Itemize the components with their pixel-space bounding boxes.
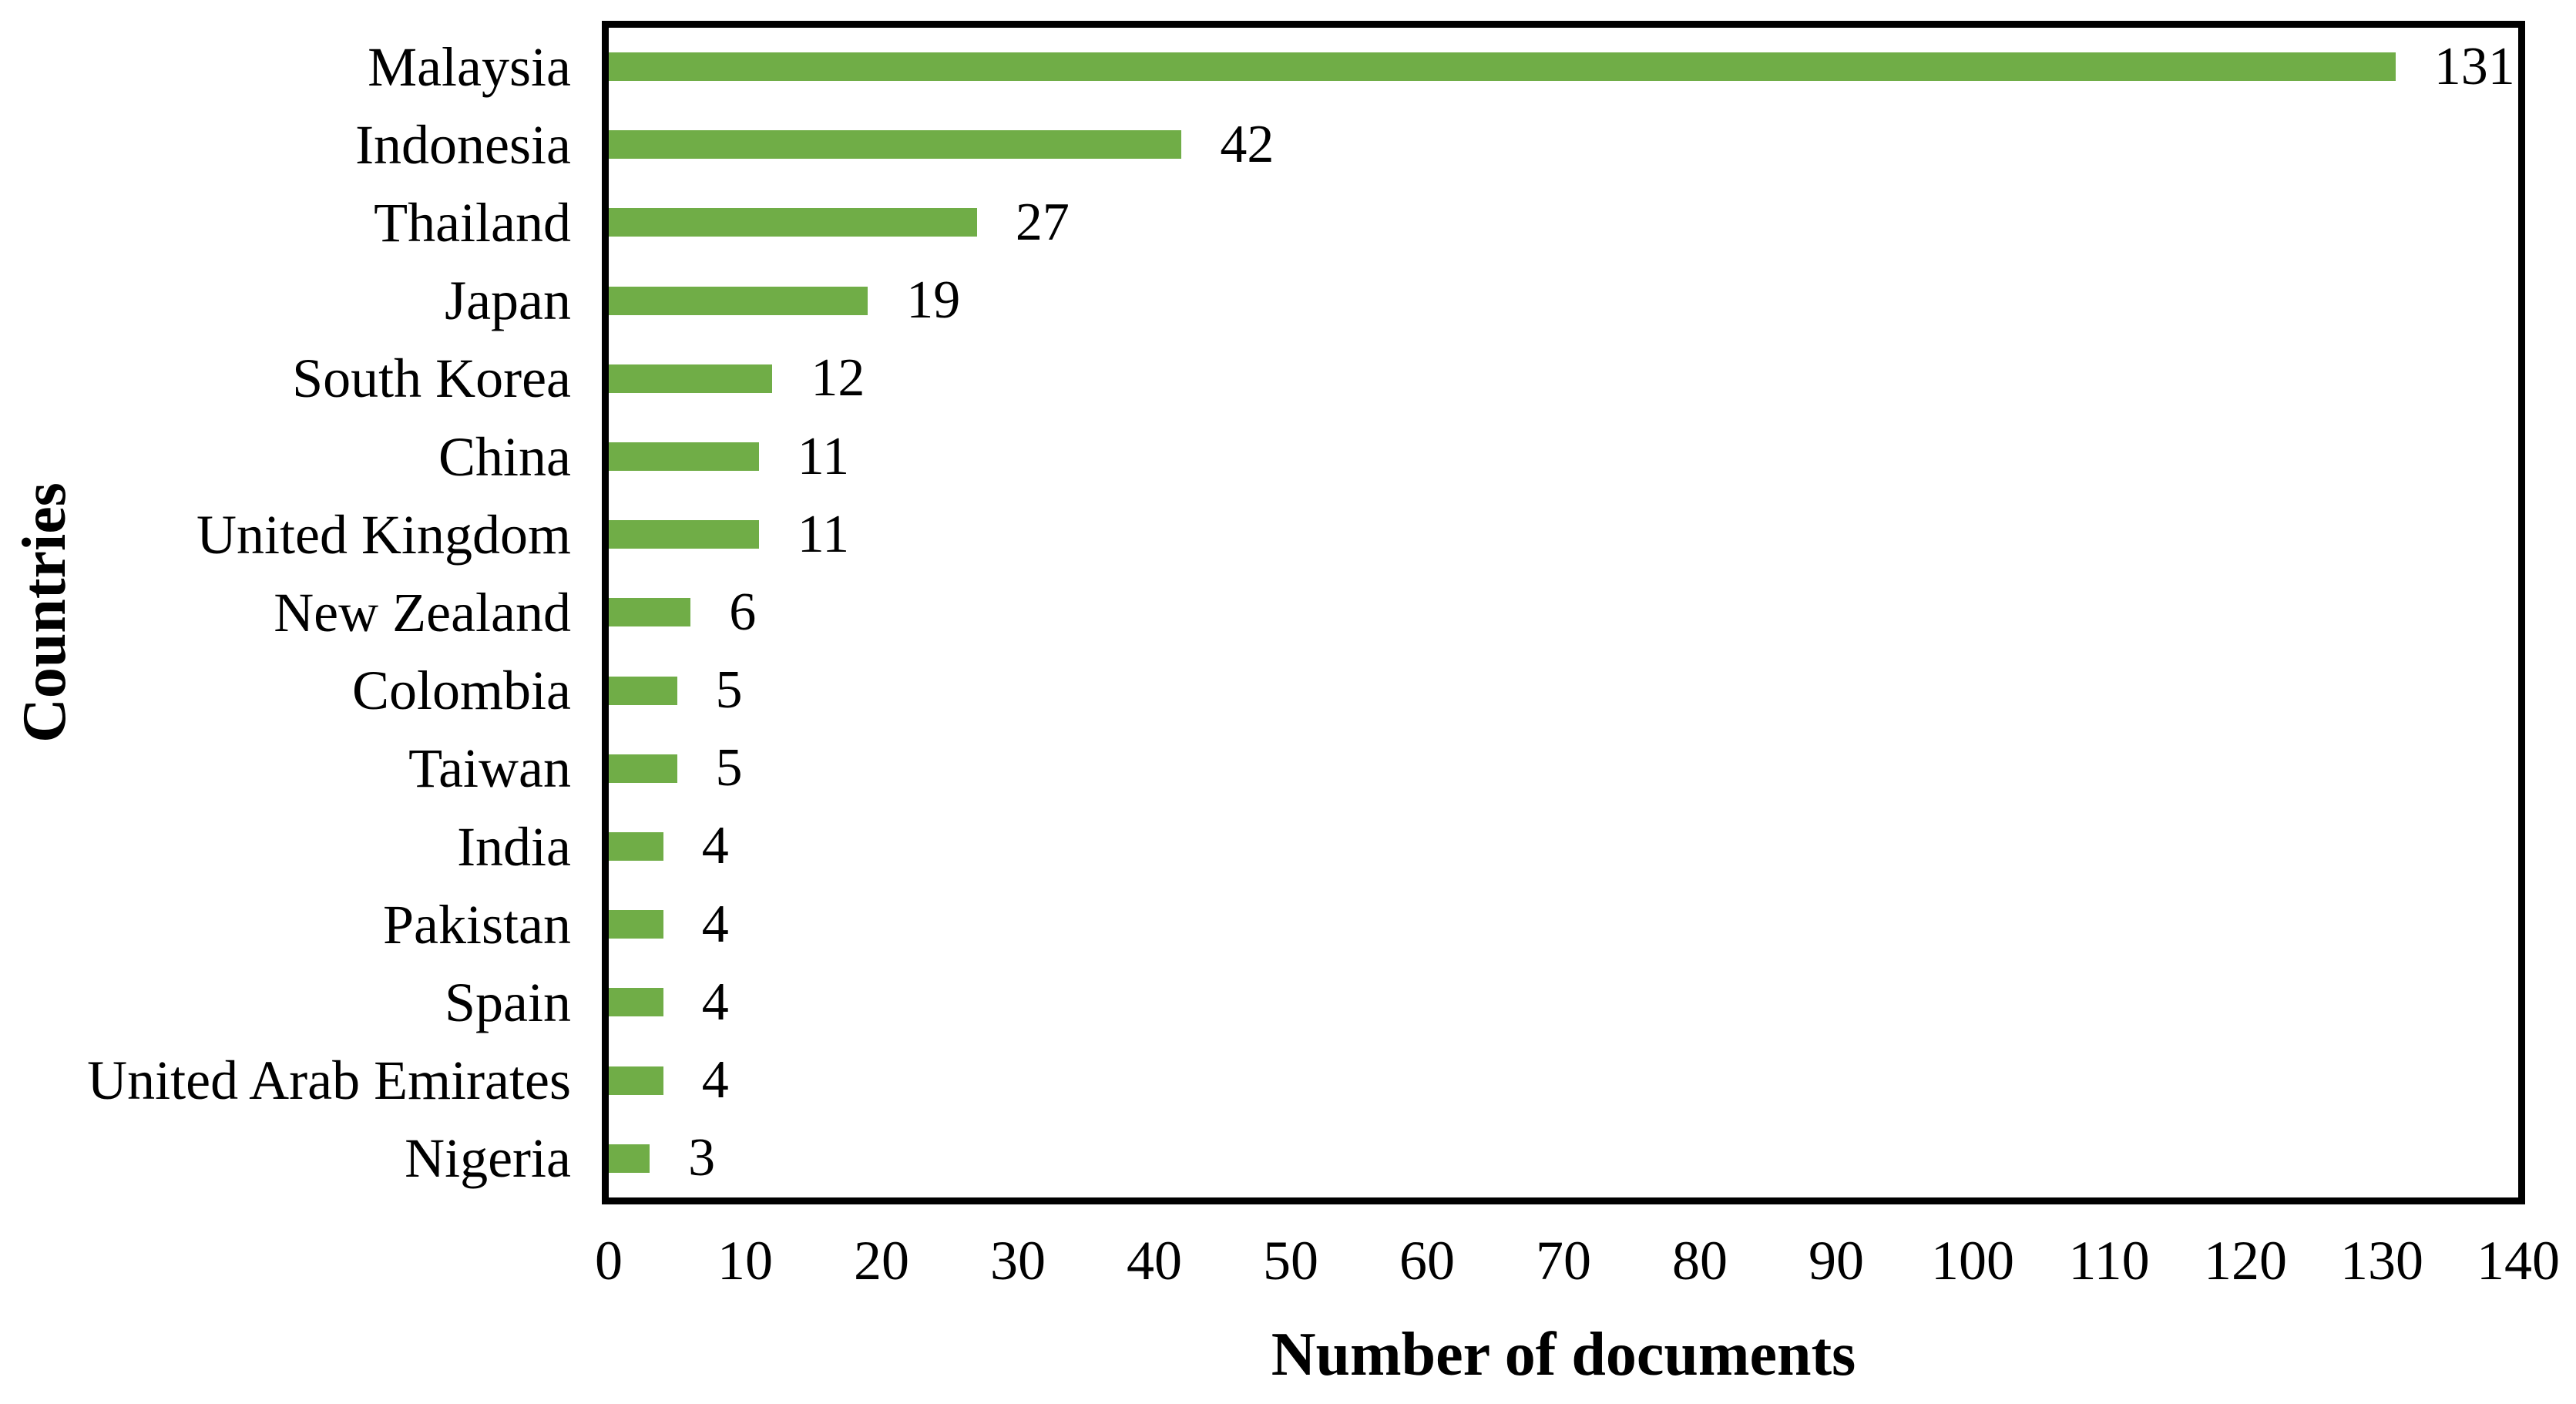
x-tick-label: 50	[1263, 1230, 1318, 1291]
bar-row: 12	[609, 340, 2518, 418]
bar-row: 6	[609, 573, 2518, 651]
bar-row: 131	[609, 28, 2518, 106]
bar-value-label: 4	[701, 816, 729, 876]
bar-value-label: 5	[715, 738, 743, 798]
x-tick-label: 90	[1809, 1230, 1864, 1291]
category-label: Colombia	[352, 660, 571, 722]
category-label: United Arab Emirates	[87, 1050, 571, 1112]
bar	[609, 130, 1182, 160]
bar-value-label: 131	[2433, 36, 2515, 96]
x-tick-label: 110	[2068, 1230, 2150, 1291]
x-tick-label: 80	[1672, 1230, 1728, 1291]
bar	[609, 988, 663, 1017]
bar	[609, 910, 663, 939]
bar-row: 3	[609, 1120, 2518, 1197]
x-axis-ticks: 0 10 20 30 40 50 60 70 80 90 100 110 120 130 140	[0, 1233, 2576, 1302]
bar	[609, 442, 759, 472]
bar	[609, 520, 759, 549]
bar-row: 42	[609, 106, 2518, 183]
x-tick-label: 40	[1127, 1230, 1182, 1291]
category-label: South Korea	[292, 348, 571, 410]
x-tick-label: 30	[990, 1230, 1046, 1291]
category-label: Thailand	[374, 191, 571, 254]
bar	[609, 1066, 663, 1095]
bar-row: 4	[609, 1041, 2518, 1119]
bar-row: 19	[609, 262, 2518, 340]
bar	[609, 208, 977, 237]
category-label: United Kingdom	[196, 503, 571, 566]
bar-row: 4	[609, 808, 2518, 885]
bar-value-label: 3	[688, 1128, 716, 1188]
bar-value-label: 27	[1015, 192, 1070, 252]
x-axis-title: Number of documents	[1271, 1321, 1856, 1389]
bars-container: 131 42 27 19 12 11 11 6 5 5 4 4 4 4 3	[609, 28, 2518, 1197]
bar	[609, 598, 691, 627]
bar-row: 11	[609, 495, 2518, 573]
bar-value-label: 6	[729, 582, 757, 642]
plot-area: 131 42 27 19 12 11 11 6 5 5 4 4 4 4 3	[602, 21, 2525, 1204]
category-label: Japan	[445, 270, 571, 332]
bar-row: 27	[609, 183, 2518, 261]
x-tick-label: 100	[1931, 1230, 2014, 1291]
bar	[609, 52, 2396, 82]
category-label: Nigeria	[405, 1127, 571, 1190]
category-label: China	[438, 425, 571, 488]
bar-value-label: 11	[797, 426, 850, 486]
bar	[609, 831, 663, 861]
x-tick-label: 120	[2204, 1230, 2287, 1291]
category-label: India	[457, 815, 571, 878]
category-label: Spain	[444, 971, 571, 1033]
bar-row: 5	[609, 652, 2518, 730]
x-tick-label: 140	[2477, 1230, 2560, 1291]
category-label: Indonesia	[355, 113, 571, 176]
bar-value-label: 4	[701, 1050, 729, 1110]
bar	[609, 286, 868, 315]
bar	[609, 1144, 650, 1173]
category-label: Taiwan	[408, 737, 571, 800]
bar-value-label: 19	[906, 270, 961, 331]
bar	[609, 364, 773, 393]
bar	[609, 754, 677, 783]
bar-value-label: 42	[1220, 114, 1275, 174]
x-tick-label: 70	[1536, 1230, 1591, 1291]
bar-value-label: 12	[811, 348, 865, 408]
x-tick-label: 130	[2340, 1230, 2423, 1291]
bar-row: 4	[609, 963, 2518, 1041]
category-label: Malaysia	[368, 35, 571, 98]
category-labels: Malaysia Indonesia Thailand Japan South Kore…	[0, 28, 571, 1197]
category-label: Pakistan	[383, 893, 571, 956]
x-tick-label: 60	[1399, 1230, 1455, 1291]
bar-value-label: 4	[701, 894, 729, 954]
category-label: New Zealand	[274, 581, 571, 643]
bar-row: 5	[609, 730, 2518, 808]
bar-value-label: 4	[701, 972, 729, 1032]
bar-row: 4	[609, 885, 2518, 963]
x-tick-label: 0	[595, 1230, 623, 1291]
bar-row: 11	[609, 418, 2518, 495]
bar	[609, 676, 677, 705]
bar-value-label: 11	[797, 504, 850, 564]
bar-value-label: 5	[715, 660, 743, 720]
x-tick-label: 20	[854, 1230, 909, 1291]
x-tick-label: 10	[717, 1230, 773, 1291]
